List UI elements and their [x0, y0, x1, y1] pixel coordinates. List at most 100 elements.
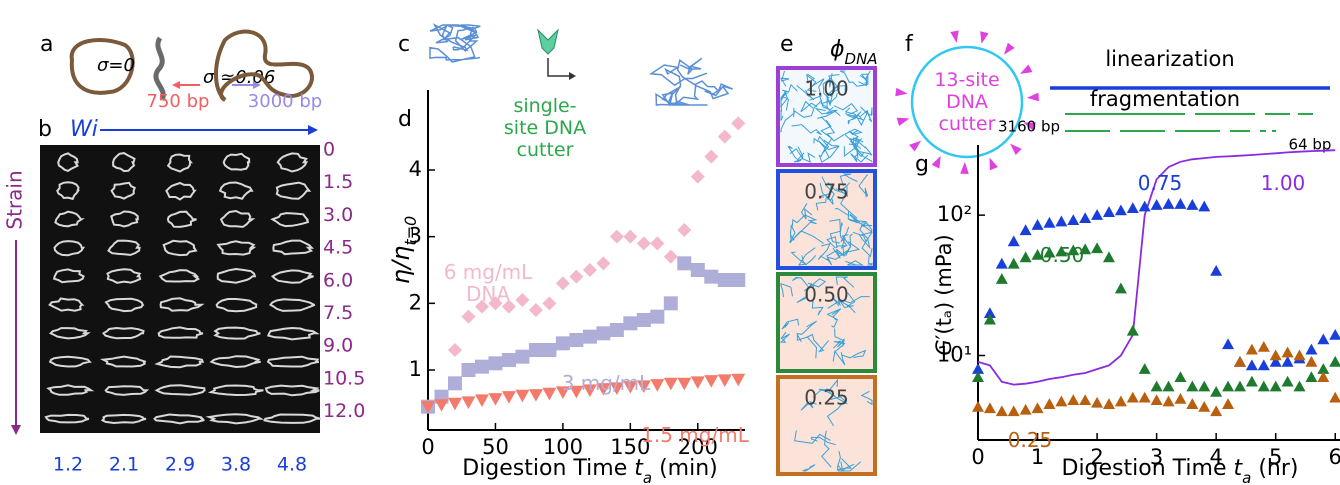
y-axis-label: G′(tₐ)(mPa): [932, 234, 956, 355]
point: [596, 256, 610, 270]
cut-site: [932, 156, 941, 169]
x-axis-label-main: Digestion Time: [1062, 456, 1227, 481]
fraction-label: 0.75: [804, 180, 849, 204]
point: [718, 130, 732, 144]
x-tick-label: 4: [1209, 445, 1222, 469]
point: [650, 236, 664, 250]
point: [1174, 393, 1186, 404]
y-axis-label-unit: (mPa): [932, 234, 956, 295]
point: [1163, 198, 1175, 209]
point: [1020, 251, 1032, 262]
strain-value: 0: [323, 139, 335, 161]
x-tick-label: 0: [421, 435, 434, 459]
point: [1163, 381, 1175, 392]
point: [1020, 404, 1032, 415]
cut-site: [1027, 93, 1039, 102]
y-tick-label: 10²: [937, 202, 972, 226]
cut-site: [897, 118, 910, 126]
point: [1103, 206, 1115, 217]
series-label: 0.25: [1000, 429, 1060, 451]
point: [1294, 349, 1306, 360]
point: [691, 263, 705, 277]
point: [677, 223, 691, 237]
point: [623, 230, 637, 244]
point: [1329, 356, 1340, 367]
cutter-label: single-site DNA cutter: [500, 95, 590, 161]
point: [583, 263, 597, 277]
y-tick-label: 3: [409, 224, 422, 248]
linearization-label: linearization: [1105, 47, 1234, 71]
x-tick-label: 3: [1150, 445, 1163, 469]
point: [1127, 325, 1139, 336]
point: [677, 256, 691, 270]
point: [502, 353, 516, 367]
wi-label: Wi: [70, 117, 98, 142]
strain-value: 3.0: [323, 204, 353, 226]
point: [569, 333, 583, 347]
point: [1329, 392, 1340, 403]
cut-site: [1010, 144, 1022, 155]
point: [515, 390, 529, 403]
point: [529, 343, 543, 357]
point: [1008, 258, 1020, 269]
y-tick-label: 1: [409, 357, 422, 381]
point: [569, 270, 583, 284]
point: [731, 116, 745, 130]
figure: a σ=0 σ ≃0.06 750 bp 3000 bp b Wi Strain…: [0, 0, 1340, 485]
cut-site: [950, 30, 959, 42]
wi-value: 4.8: [277, 454, 307, 476]
point: [1258, 341, 1270, 352]
point: [434, 399, 448, 412]
point: [1198, 201, 1210, 212]
point: [1008, 405, 1020, 416]
x-tick-label: 100: [543, 435, 583, 459]
series-label: 6 mg/mL DNA: [443, 261, 533, 305]
point: [1091, 397, 1103, 408]
dna-tangle: [430, 25, 480, 62]
point: [1317, 334, 1329, 345]
point: [1258, 381, 1270, 392]
point: [996, 405, 1008, 416]
phi-symbol: ϕ: [830, 37, 845, 62]
point: [448, 376, 462, 390]
point: [1115, 204, 1127, 215]
point: [1174, 371, 1186, 382]
point: [1151, 381, 1163, 392]
point: [610, 323, 624, 337]
point: [1186, 398, 1198, 409]
fraction-label: 1.00: [804, 77, 849, 101]
point: [1008, 235, 1020, 246]
point: [1139, 363, 1151, 374]
point: [1186, 199, 1198, 210]
point: [664, 378, 678, 391]
panel-label: g: [915, 152, 929, 177]
point: [1210, 386, 1222, 397]
cutter-label: 13-site DNA cutter: [927, 69, 1007, 135]
y-tick-label: 4: [409, 157, 422, 181]
point: [1305, 356, 1317, 367]
y-tick-label: 2: [409, 290, 422, 314]
strain-value: 9.0: [323, 335, 353, 357]
point: [1163, 396, 1175, 407]
point: [1079, 212, 1091, 223]
point: [529, 389, 543, 402]
point: [1091, 242, 1103, 253]
arrow: [548, 58, 570, 76]
point: [1091, 209, 1103, 220]
panel-label: d: [398, 107, 412, 132]
point: [556, 276, 570, 290]
point: [461, 310, 475, 324]
point: [1234, 381, 1246, 392]
point: [1210, 405, 1222, 416]
point: [664, 296, 678, 310]
cut-site: [895, 88, 907, 97]
point: [610, 230, 624, 244]
point: [704, 150, 718, 164]
point: [677, 378, 691, 391]
point: [461, 363, 475, 377]
point: [1103, 398, 1115, 409]
x-tick-label: 5: [1269, 445, 1282, 469]
point: [1246, 376, 1258, 387]
point: [718, 374, 732, 387]
point: [1222, 398, 1234, 409]
